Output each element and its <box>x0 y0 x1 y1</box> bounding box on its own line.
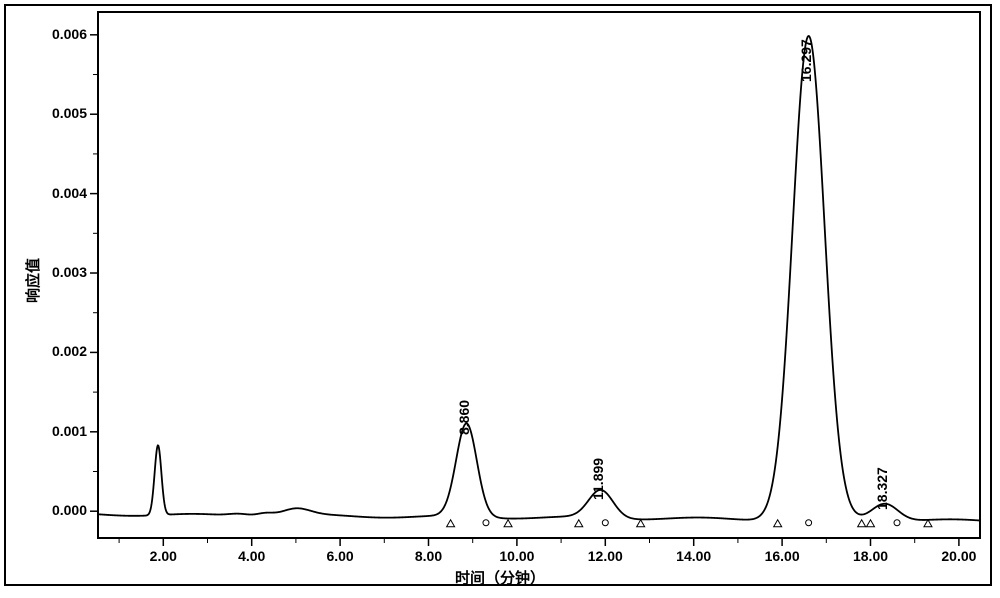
x-tick-label: 2.00 <box>150 548 177 564</box>
x-tick-label: 8.00 <box>415 548 442 564</box>
peak-rt-label: 11.899 <box>590 458 606 500</box>
x-tick-label: 20.00 <box>941 548 976 564</box>
y-tick-label: 0.005 <box>52 105 87 121</box>
y-tick-label: 0.002 <box>52 343 87 359</box>
peak-rt-label: 18.327 <box>874 467 890 510</box>
chromatogram-svg <box>0 0 1000 598</box>
x-tick-label: 6.00 <box>326 548 353 564</box>
peak-rt-label: 8.860 <box>456 400 472 435</box>
x-tick-label: 12.00 <box>588 548 623 564</box>
x-tick-label: 4.00 <box>238 548 265 564</box>
peak-rt-label: 16.297 <box>798 39 814 82</box>
chromatogram-figure: 响应值 时间（分钟） 2.004.006.008.0010.0012.0014.… <box>0 0 1000 598</box>
y-tick-label: 0.000 <box>52 502 87 518</box>
x-tick-label: 18.00 <box>853 548 888 564</box>
y-tick-label: 0.003 <box>52 264 87 280</box>
y-tick-label: 0.001 <box>52 423 87 439</box>
x-tick-label: 16.00 <box>765 548 800 564</box>
chromatogram-trace <box>97 36 981 521</box>
x-tick-label: 10.00 <box>499 548 534 564</box>
x-tick-label: 14.00 <box>676 548 711 564</box>
y-tick-label: 0.004 <box>52 185 87 201</box>
y-tick-label: 0.006 <box>52 26 87 42</box>
